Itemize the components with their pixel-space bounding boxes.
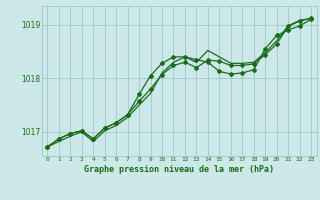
- X-axis label: Graphe pression niveau de la mer (hPa): Graphe pression niveau de la mer (hPa): [84, 165, 274, 174]
